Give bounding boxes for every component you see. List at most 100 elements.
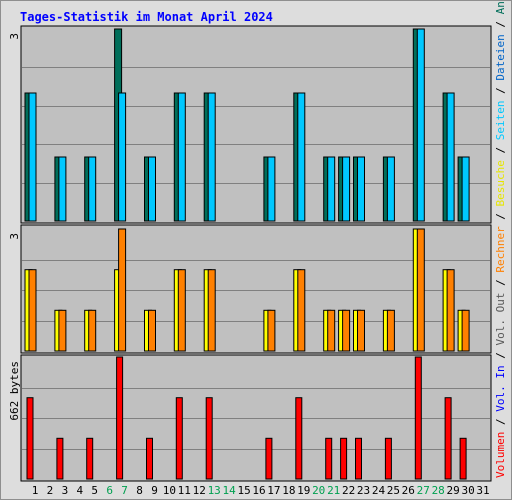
bar-rechner-day-11 bbox=[177, 269, 186, 352]
panel-visits: 3 bbox=[8, 224, 492, 354]
panel-volume: 662 bytes bbox=[8, 354, 492, 482]
bar-dateien-day-3 bbox=[58, 156, 67, 222]
bar-rechner-day-9 bbox=[148, 309, 156, 352]
bar-volumen-day-19 bbox=[295, 397, 303, 480]
x-tick-label-6: 6 bbox=[106, 484, 113, 497]
bar-volumen-day-23 bbox=[355, 437, 362, 480]
legend-item: Rechner bbox=[494, 226, 507, 273]
x-tick-label-11: 11 bbox=[178, 484, 191, 497]
bar-dateien-day-19 bbox=[297, 92, 306, 222]
y-max-label: 3 bbox=[8, 33, 21, 40]
legend-item: Volumen bbox=[494, 432, 507, 478]
x-tick-label-13: 13 bbox=[208, 484, 221, 497]
x-tick-label-20: 20 bbox=[312, 484, 325, 497]
bar-volumen-day-3 bbox=[56, 437, 64, 480]
legend-item: Dateien bbox=[494, 34, 507, 80]
legend-item: Seiten bbox=[494, 100, 507, 140]
x-tick-label-19: 19 bbox=[297, 484, 310, 497]
x-tick-label-27: 27 bbox=[417, 484, 430, 497]
x-tick-label-16: 16 bbox=[252, 484, 265, 497]
bar-rechner-day-21 bbox=[327, 309, 336, 352]
x-tick-label-7: 7 bbox=[121, 484, 128, 497]
x-tick-label-26: 26 bbox=[402, 484, 415, 497]
x-tick-label-1: 1 bbox=[32, 484, 39, 497]
bar-dateien-day-22 bbox=[342, 156, 351, 222]
x-tick-label-21: 21 bbox=[327, 484, 340, 497]
bar-dateien-day-9 bbox=[148, 156, 156, 222]
x-tick-label-28: 28 bbox=[432, 484, 445, 497]
x-tick-label-23: 23 bbox=[357, 484, 370, 497]
legend-item: / bbox=[494, 273, 507, 293]
bar-volumen-day-5 bbox=[86, 437, 94, 480]
bar-rechner-day-27 bbox=[416, 228, 425, 352]
bar-rechner-day-30 bbox=[461, 309, 470, 352]
bar-rechner-day-7 bbox=[118, 228, 127, 352]
panel-background bbox=[20, 25, 492, 224]
legend-item: Vol. In bbox=[494, 365, 507, 411]
legend-item: Anfragen bbox=[494, 1, 507, 14]
x-axis-labels: 1 2 3 4 5 6 7 8 9 10 11 12 13 14 15 16 17 18 19 20 21 22 23 24 2… bbox=[32, 484, 490, 497]
bar-volumen-day-22 bbox=[340, 437, 348, 480]
bar-dateien-day-5 bbox=[88, 156, 97, 222]
bar-dateien-day-30 bbox=[461, 156, 470, 222]
x-tick-label-29: 29 bbox=[446, 484, 459, 497]
legend-item: / bbox=[494, 81, 507, 101]
panel-requests: 3 bbox=[8, 25, 492, 224]
x-tick-label-14: 14 bbox=[222, 484, 236, 497]
bar-dateien-day-27 bbox=[416, 28, 425, 222]
x-tick-label-9: 9 bbox=[151, 484, 158, 497]
bar-dateien-day-29 bbox=[446, 92, 455, 222]
bar-dateien-day-1 bbox=[28, 92, 37, 222]
x-tick-label-17: 17 bbox=[267, 484, 280, 497]
x-tick-label-10: 10 bbox=[163, 484, 176, 497]
chart-title: Tages-Statistik im Monat April 2024 bbox=[20, 10, 273, 24]
legend-item: / bbox=[494, 14, 507, 34]
x-tick-label-5: 5 bbox=[91, 484, 98, 497]
bar-volumen-day-9 bbox=[146, 437, 153, 480]
bar-rechner-day-3 bbox=[58, 309, 67, 352]
x-tick-label-8: 8 bbox=[136, 484, 143, 497]
y-max-label: 662 bytes bbox=[8, 361, 21, 421]
x-tick-label-15: 15 bbox=[237, 484, 250, 497]
x-tick-label-18: 18 bbox=[282, 484, 295, 497]
bar-volumen-day-11 bbox=[175, 397, 183, 480]
bar-volumen-day-13 bbox=[205, 397, 213, 480]
bar-dateien-day-17 bbox=[267, 156, 276, 222]
x-tick-label-2: 2 bbox=[47, 484, 54, 497]
x-tick-label-22: 22 bbox=[342, 484, 355, 497]
legend-item: Vol. Out bbox=[494, 293, 507, 346]
vertical-legend: Volumen / Vol. In / Vol. Out / Rechner /… bbox=[494, 1, 507, 478]
bar-rechner-day-19 bbox=[297, 269, 306, 352]
bar-rechner-day-13 bbox=[207, 269, 216, 352]
bar-rechner-day-5 bbox=[88, 309, 97, 352]
x-tick-label-25: 25 bbox=[387, 484, 400, 497]
bar-rechner-day-1 bbox=[28, 269, 37, 352]
bar-volumen-day-7 bbox=[116, 356, 124, 480]
bar-volumen-day-1 bbox=[26, 397, 34, 480]
bar-rechner-day-22 bbox=[342, 309, 351, 352]
bar-volumen-day-17 bbox=[265, 437, 273, 480]
bar-dateien-day-7 bbox=[118, 92, 127, 222]
panel-background bbox=[20, 224, 492, 354]
x-tick-label-4: 4 bbox=[76, 484, 83, 497]
legend-item: Besuche bbox=[494, 160, 507, 206]
bar-dateien-day-11 bbox=[177, 92, 186, 222]
x-tick-label-31: 31 bbox=[476, 484, 489, 497]
bar-dateien-day-21 bbox=[327, 156, 336, 222]
bar-rechner-day-25 bbox=[386, 309, 395, 352]
x-tick-label-12: 12 bbox=[193, 484, 206, 497]
bar-rechner-day-29 bbox=[446, 269, 455, 352]
bar-dateien-day-25 bbox=[386, 156, 395, 222]
legend-item: / bbox=[494, 206, 507, 226]
bar-rechner-day-17 bbox=[267, 309, 276, 352]
bar-volumen-day-30 bbox=[459, 437, 467, 480]
y-max-label: 3 bbox=[8, 233, 21, 240]
bar-volumen-day-29 bbox=[444, 397, 452, 480]
bar-volumen-day-27 bbox=[414, 356, 422, 480]
bar-volumen-day-21 bbox=[325, 437, 333, 480]
bar-volumen-day-25 bbox=[384, 437, 392, 480]
bar-dateien-day-13 bbox=[207, 92, 216, 222]
x-tick-label-24: 24 bbox=[372, 484, 386, 497]
